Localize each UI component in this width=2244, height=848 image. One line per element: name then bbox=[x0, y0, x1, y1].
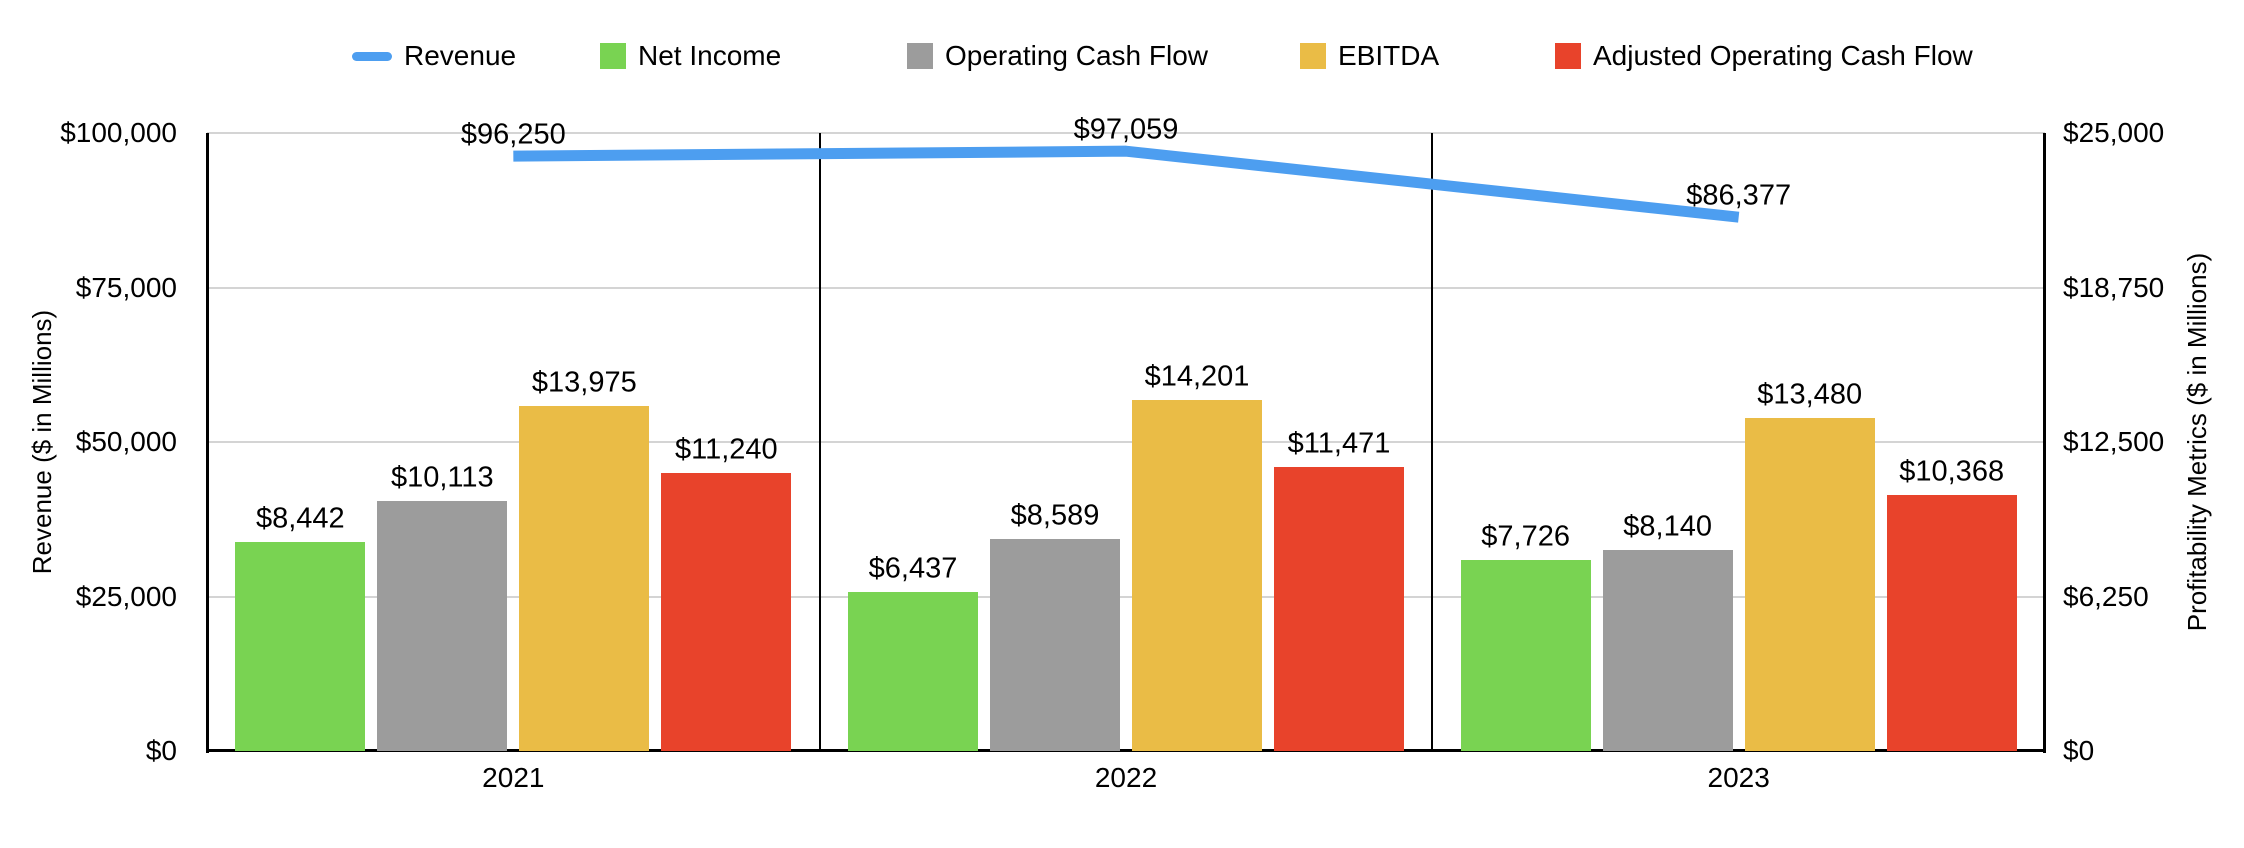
bar-value-label: $13,480 bbox=[1757, 378, 1863, 411]
revenue-line[interactable] bbox=[513, 145, 1740, 223]
bar-operating-cash-flow-2023[interactable] bbox=[1602, 549, 1733, 751]
bar-ebitda-2022[interactable] bbox=[1132, 399, 1262, 751]
bar-net-income-2021[interactable] bbox=[235, 542, 366, 751]
bar-value-label: $14,201 bbox=[1144, 360, 1250, 393]
bar-value-label: $8,140 bbox=[1623, 510, 1713, 543]
year-divider-line bbox=[1431, 133, 1434, 751]
legend-swatch-operating-cash-flow bbox=[907, 43, 933, 69]
x-axis-line bbox=[206, 749, 2046, 752]
legend-label: Net Income bbox=[638, 40, 782, 71]
x-axis-label-2021: 2021 bbox=[482, 762, 545, 793]
left-axis-tick: $50,000 bbox=[75, 426, 177, 457]
gridline bbox=[207, 441, 2045, 443]
bar-net-income-2022[interactable] bbox=[848, 591, 978, 751]
legend-item-operating-cash-flow[interactable]: Operating Cash Flow bbox=[907, 40, 1208, 72]
x-axis-label-2023: 2023 bbox=[1707, 762, 1770, 793]
legend-swatch-ebitda bbox=[1300, 43, 1326, 69]
bar-adjusted-operating-cash-flow-2022[interactable] bbox=[1274, 467, 1404, 751]
legend-item-adjusted-operating-cash-flow[interactable]: Adjusted Operating Cash Flow bbox=[1555, 40, 1973, 72]
bar-value-label: $10,113 bbox=[390, 461, 494, 494]
gridline bbox=[207, 132, 2045, 134]
legend-item-revenue[interactable]: Revenue bbox=[352, 40, 516, 72]
bar-operating-cash-flow-2022[interactable] bbox=[990, 538, 1120, 751]
line-value-label: $86,377 bbox=[1686, 179, 1792, 212]
bar-adjusted-operating-cash-flow-2023[interactable] bbox=[1886, 494, 2017, 751]
y-axis-line-left bbox=[206, 133, 209, 753]
left-axis-tick: $25,000 bbox=[75, 580, 177, 612]
legend-label: Operating Cash Flow bbox=[945, 40, 1209, 71]
bar-value-label: $11,240 bbox=[674, 433, 778, 466]
bar-value-label: $11,471 bbox=[1287, 427, 1391, 460]
bar-adjusted-operating-cash-flow-2021[interactable] bbox=[661, 473, 792, 751]
line-value-label: $96,250 bbox=[460, 118, 566, 151]
bar-value-label: $10,368 bbox=[1899, 455, 2005, 488]
left-axis-tick: $75,000 bbox=[75, 271, 177, 303]
bar-value-label: $13,975 bbox=[531, 366, 637, 399]
x-axis-label-2022: 2022 bbox=[1094, 762, 1158, 793]
right-axis-tick: $0 bbox=[2063, 735, 2095, 766]
bar-net-income-2023[interactable] bbox=[1460, 560, 1591, 751]
legend-label: EBITDA bbox=[1338, 40, 1440, 71]
legend-swatch-adjusted-operating-cash-flow bbox=[1555, 43, 1581, 69]
bar-ebitda-2023[interactable] bbox=[1744, 417, 1875, 751]
year-divider-line bbox=[818, 133, 821, 751]
legend-label: Revenue bbox=[404, 40, 517, 71]
right-axis-tick: $6,250 bbox=[2063, 580, 2149, 612]
bar-value-label: $6,437 bbox=[868, 552, 958, 585]
right-axis-tick: $25,000 bbox=[2063, 117, 2165, 148]
left-axis-tick: $100,000 bbox=[60, 117, 177, 148]
bar-value-label: $8,589 bbox=[1010, 499, 1100, 532]
left-axis-tick: $0 bbox=[145, 735, 177, 766]
right-axis-tick: $12,500 bbox=[2063, 426, 2165, 457]
legend-swatch-net-income bbox=[600, 43, 626, 69]
legend-item-net-income[interactable]: Net Income bbox=[600, 40, 781, 72]
gridline bbox=[207, 595, 2045, 598]
legend-label: Adjusted Operating Cash Flow bbox=[1593, 40, 1973, 71]
bar-operating-cash-flow-2021[interactable] bbox=[377, 501, 508, 751]
legend-item-ebitda[interactable]: EBITDA bbox=[1300, 40, 1439, 72]
bar-value-label: $7,726 bbox=[1481, 520, 1571, 553]
right-axis-tick: $18,750 bbox=[2063, 271, 2165, 303]
gridline bbox=[207, 286, 2045, 289]
y-axis-line-right bbox=[2043, 133, 2046, 753]
bar-value-label: $8,442 bbox=[255, 502, 345, 535]
line-value-label: $97,059 bbox=[1073, 113, 1179, 146]
bar-ebitda-2021[interactable] bbox=[519, 405, 650, 751]
legend-line-marker-revenue bbox=[352, 51, 392, 61]
